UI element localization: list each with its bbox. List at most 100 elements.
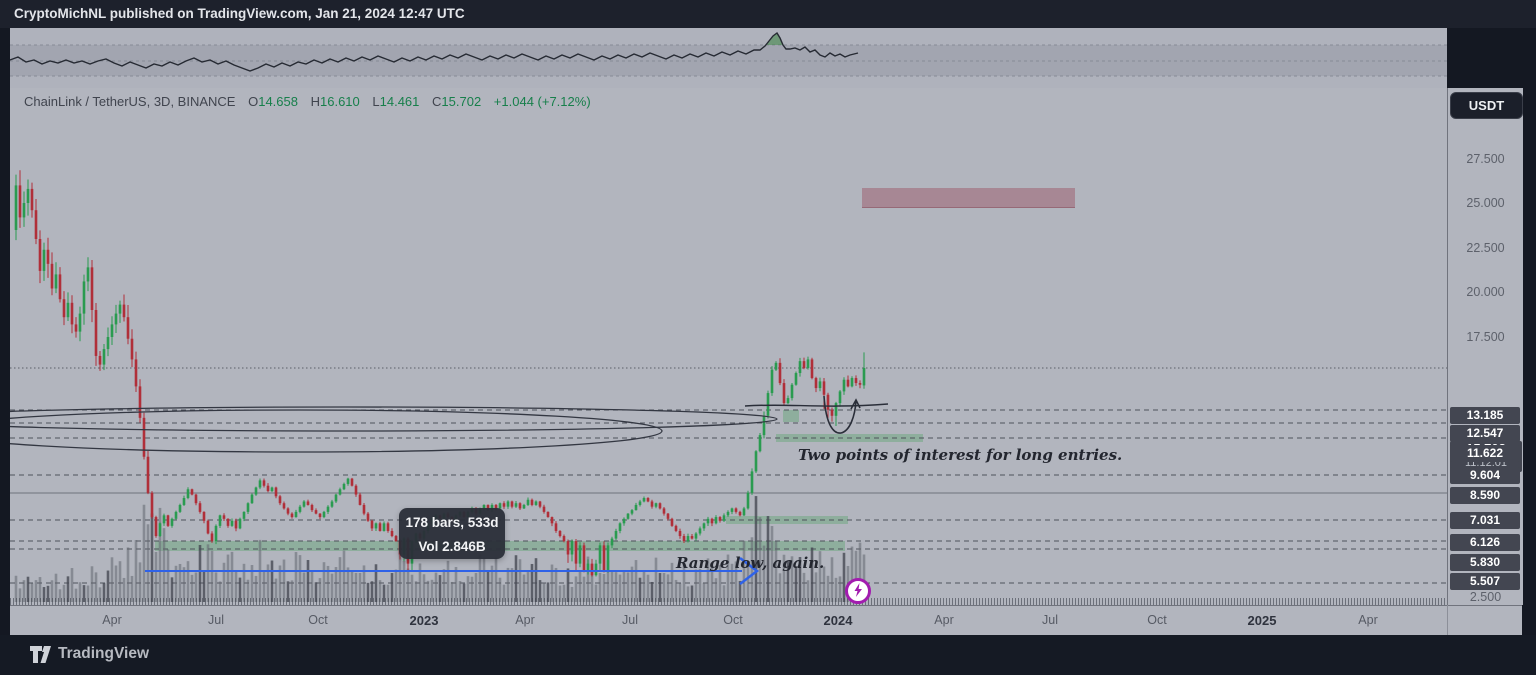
volume-bar [738, 580, 742, 602]
change-value: +1.044 (+7.12%) [493, 94, 591, 109]
candle-body [690, 536, 694, 539]
candle-body [618, 523, 622, 531]
volume-bar [610, 570, 614, 602]
volume-bar [22, 580, 26, 602]
candle-body [218, 515, 222, 526]
volume-bar [802, 572, 806, 602]
candle-body [74, 324, 78, 332]
candle-body [130, 338, 134, 360]
idea-lightning-badge[interactable] [845, 578, 871, 604]
volume-bar [654, 557, 658, 602]
candle-body [62, 299, 66, 318]
tradingview-brand-text[interactable]: TradingView [58, 645, 150, 662]
close-value: 15.702 [441, 94, 482, 109]
volume-bar [758, 517, 762, 602]
candle-body [254, 487, 258, 495]
volume-bar [498, 577, 502, 602]
volume-bar [822, 566, 826, 602]
candle-body [586, 563, 590, 572]
time-axis-month-label: Apr [102, 613, 122, 627]
volume-bar [18, 588, 22, 602]
time-axis[interactable]: Apr Jul Oct 2023 Apr Jul Oct 2024 Apr Jul Oct 2025 A… [10, 605, 1522, 636]
volume-bar [390, 573, 394, 602]
measure-bars-days: 178 bars, 533d [405, 515, 499, 530]
volume-bar [442, 569, 446, 602]
volume-bar [762, 545, 766, 602]
volume-bar [578, 570, 582, 602]
candle-body [342, 483, 346, 490]
volume-bar [198, 544, 202, 602]
volume-bar [94, 572, 98, 602]
volume-bar [458, 581, 462, 602]
candle-body [262, 480, 266, 486]
volume-bar [806, 580, 810, 602]
volume-bar [350, 570, 354, 602]
candle-body [714, 517, 718, 524]
candle-body [842, 379, 846, 392]
candle-body [170, 518, 174, 526]
volume-bar [270, 560, 274, 602]
candle-body [354, 485, 358, 495]
volume-bar [298, 555, 302, 602]
candle-body [646, 498, 650, 502]
candle-body [290, 513, 294, 518]
price-axis[interactable]: USDT 15.702 11:12:01 27.50025.00022.5002… [1447, 88, 1523, 605]
ellipse-drawing [10, 406, 778, 432]
candle-body [510, 501, 514, 507]
candle-body [686, 536, 690, 542]
volume-bar [326, 565, 330, 602]
volume-bar [342, 550, 346, 602]
volume-bar [110, 557, 114, 602]
candle-body [538, 501, 542, 507]
candle-body [814, 378, 818, 389]
volume-bar [70, 568, 74, 602]
annotation-range-low[interactable]: Range low, again. [676, 554, 825, 572]
volume-bar [454, 566, 458, 602]
volume-bar [810, 547, 814, 602]
symbol-legend[interactable]: ChainLink / TetherUS, 3D, BINANCE O14.65… [24, 94, 591, 110]
volume-bar [614, 572, 618, 602]
candle-body [706, 518, 710, 524]
candle-body [582, 545, 586, 572]
volume-bar [534, 558, 538, 602]
candle-body [326, 506, 330, 512]
volume-bar [382, 584, 386, 602]
volume-bar [734, 561, 738, 602]
volume-bar [562, 584, 566, 602]
volume-bar [230, 551, 234, 602]
overview-mini-chart[interactable] [10, 28, 1447, 89]
volume-bar [338, 557, 342, 602]
price-level-tag: 12.547 [1450, 425, 1520, 442]
candle-body [786, 398, 790, 404]
candle-body [318, 513, 322, 518]
volume-bar [586, 556, 590, 602]
volume-bar [502, 584, 506, 602]
currency-toggle-button[interactable]: USDT [1450, 92, 1523, 119]
volume-bar [190, 574, 194, 602]
volume-bar [246, 579, 250, 602]
volume-bar [254, 575, 258, 602]
volume-bar [722, 585, 726, 602]
volume-bar [226, 554, 230, 602]
tradingview-logo-icon[interactable] [30, 646, 52, 664]
candle-body [226, 518, 230, 526]
time-axis-month-label: Oct [1147, 613, 1167, 627]
candle-body [258, 480, 262, 488]
candle-body [26, 188, 30, 203]
volume-bar [554, 567, 558, 602]
measure-arrowhead [739, 557, 760, 585]
volume-bar [794, 566, 798, 602]
main-chart-panel[interactable] [10, 88, 1447, 605]
volume-bar [494, 557, 498, 602]
volume-bar [542, 582, 546, 602]
volume-bar [406, 568, 410, 602]
candle-body [794, 373, 798, 385]
resistance-highlight-box[interactable] [862, 188, 1075, 208]
volume-bar [286, 581, 290, 602]
volume-bar [374, 564, 378, 602]
candle-body [634, 504, 638, 511]
candle-body [286, 508, 290, 514]
annotation-two-points[interactable]: Two points of interest for long entries. [798, 446, 1123, 464]
volume-bar [646, 574, 650, 602]
symbol-title[interactable]: ChainLink / TetherUS, 3D, BINANCE [24, 94, 236, 109]
